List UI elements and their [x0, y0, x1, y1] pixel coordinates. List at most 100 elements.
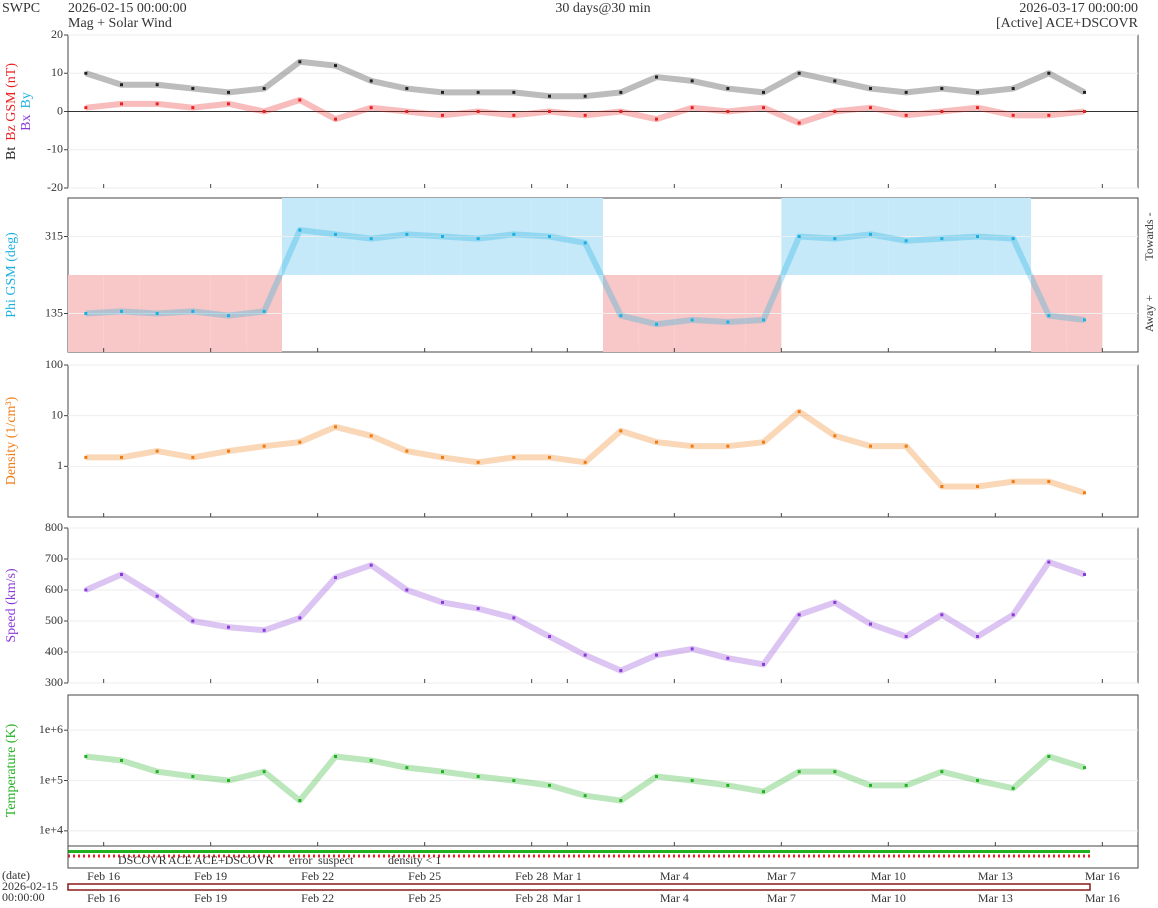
- data-point: [191, 87, 195, 91]
- data-point: [940, 110, 944, 113]
- data-point: [227, 90, 230, 94]
- data-point: [869, 106, 872, 110]
- data-point: [833, 79, 837, 83]
- data-point: [1011, 237, 1015, 241]
- data-point: [476, 90, 480, 94]
- data-point: [84, 312, 88, 315]
- data-point: [334, 425, 337, 429]
- data-point: [441, 455, 444, 459]
- data-point: [1083, 110, 1086, 113]
- data-point: [762, 90, 765, 94]
- data-point: [191, 455, 195, 459]
- data-point: [120, 83, 123, 87]
- source-legend: ACE: [168, 853, 192, 867]
- x-tick-label: Feb 16: [87, 891, 120, 905]
- data-point: [726, 87, 730, 91]
- x-tick-label: Feb 28: [515, 891, 548, 905]
- y-tick-label: 315: [45, 228, 63, 242]
- data-point: [1047, 754, 1051, 758]
- data-point: [227, 102, 230, 106]
- source-legend: DSCOVR: [118, 853, 167, 867]
- data-point: [476, 775, 480, 779]
- panel-frame: [67, 694, 1139, 847]
- data-point: [84, 754, 88, 758]
- data-point: [904, 635, 908, 638]
- data-point: [441, 90, 444, 94]
- data-point: [155, 102, 159, 106]
- data-point: [405, 110, 409, 113]
- data-point: [690, 318, 694, 322]
- data-point: [797, 71, 801, 75]
- y-axis-label: Bt Bz GSM (nT): [4, 63, 19, 160]
- y-tick-label: 100: [45, 357, 63, 371]
- y-tick-label: 1e+6: [39, 722, 63, 736]
- y-tick-label: 10: [51, 407, 63, 421]
- data-point: [940, 237, 944, 241]
- data-point: [227, 625, 230, 629]
- data-point: [262, 87, 266, 91]
- y-tick-label: 0: [57, 103, 63, 117]
- x-tick-label: Mar 4: [660, 891, 689, 905]
- y-axis-label-part: Speed (km/s): [4, 568, 19, 643]
- component-label: Bx By: [19, 92, 34, 131]
- data-point: [976, 779, 979, 783]
- data-point: [1083, 318, 1086, 322]
- data-point: [1083, 90, 1086, 94]
- data-point: [548, 94, 551, 98]
- data-point: [155, 312, 159, 315]
- y-tick-label: 1e+4: [39, 823, 63, 837]
- data-point: [655, 322, 658, 326]
- data-point: [227, 449, 230, 453]
- data-point: [726, 110, 730, 113]
- data-point: [940, 770, 944, 774]
- data-point: [1083, 491, 1086, 495]
- data-point: [369, 434, 373, 438]
- data-point: [476, 460, 480, 464]
- data-point: [1083, 766, 1086, 770]
- data-point: [262, 770, 266, 774]
- data-point: [120, 573, 123, 576]
- data-point: [476, 237, 480, 241]
- data-point: [476, 607, 480, 611]
- source-legend: ACE+DSCOVR: [194, 853, 273, 867]
- y-axis-label: Temperature (K): [4, 723, 19, 817]
- data-point: [833, 600, 837, 604]
- data-point: [655, 653, 658, 657]
- data-point: [1047, 71, 1051, 75]
- subtitle: Mag + Solar Wind: [68, 16, 172, 31]
- data-point: [726, 656, 730, 660]
- date-band: [67, 883, 1091, 891]
- date-label: (date): [2, 868, 30, 882]
- span: 30 days@30 min: [555, 1, 650, 16]
- data-point: [726, 444, 730, 448]
- data-point: [120, 758, 123, 762]
- data-point: [1011, 87, 1015, 91]
- data-point: [976, 90, 979, 94]
- data-point: [334, 117, 337, 121]
- x-tick-label: Mar 4: [660, 869, 689, 883]
- data-point: [1047, 314, 1051, 318]
- data-point: [976, 235, 979, 238]
- data-point: [655, 117, 658, 121]
- panel-frame: [67, 364, 1139, 518]
- x-tick-label: Mar 10: [871, 891, 906, 905]
- x-tick-label: Mar 7: [767, 891, 796, 905]
- data-point: [84, 588, 88, 592]
- data-point: [619, 799, 623, 803]
- data-point: [334, 232, 337, 236]
- x-tick-label: Mar 16: [1085, 891, 1120, 905]
- data-point: [369, 106, 373, 110]
- component-label-part: By: [19, 92, 34, 108]
- error-band: [84, 58, 1086, 100]
- data-point: [548, 110, 551, 113]
- data-point: [548, 635, 551, 638]
- data-point: [334, 576, 337, 580]
- data-point: [583, 94, 587, 98]
- data-point: [548, 455, 551, 459]
- data-point: [441, 235, 444, 238]
- data-point: [655, 440, 658, 444]
- data-point: [869, 783, 872, 787]
- data-point: [262, 444, 266, 448]
- x-tick-label: Mar 13: [978, 869, 1013, 883]
- data-point: [797, 235, 801, 238]
